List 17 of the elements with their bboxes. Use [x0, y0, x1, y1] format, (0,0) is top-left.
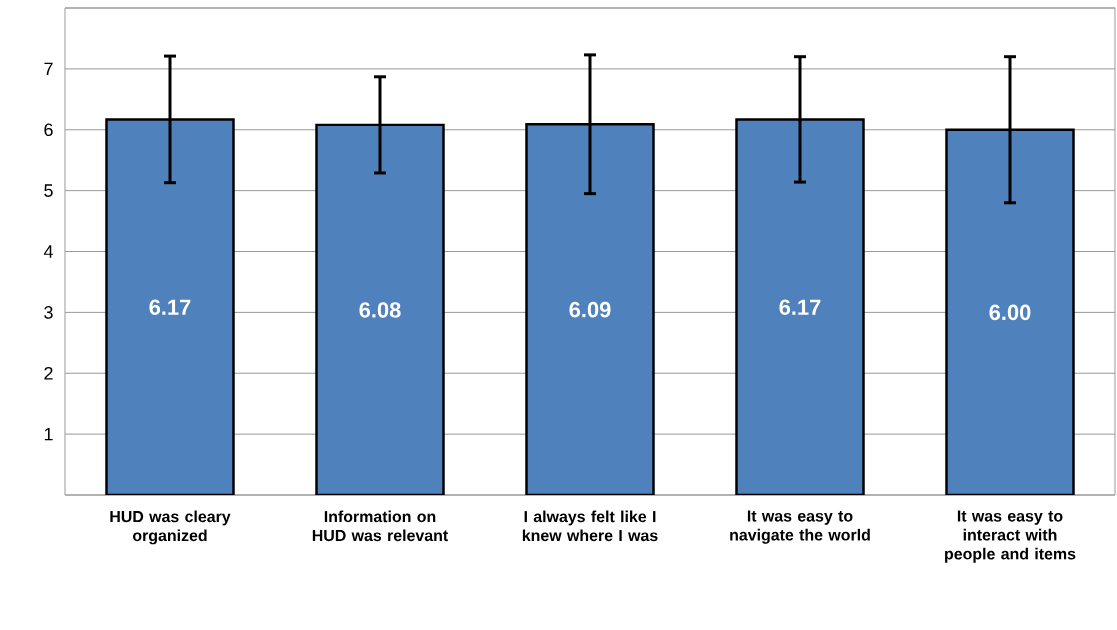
x-tick-label: I always felt like I knew where I was — [522, 510, 658, 542]
x-tick-label: It was easy to interact with people and items — [945, 510, 1076, 563]
y-tick-label: 5 — [44, 184, 53, 197]
y-tick-label: 7 — [44, 62, 53, 76]
data-label: 6.00 — [989, 304, 1031, 321]
y-tick-label: 2 — [44, 366, 53, 380]
x-tick-label: It was easy to navigate the world — [730, 510, 870, 544]
data-label: 6.08 — [359, 302, 401, 318]
data-label: 6.17 — [149, 299, 191, 315]
x-tick-label: Information on HUD was relevant — [312, 510, 448, 542]
y-tick-label: 3 — [44, 306, 53, 319]
y-tick-label: 1 — [44, 427, 53, 441]
data-label: 6.09 — [569, 301, 611, 318]
y-tick-label: 4 — [43, 245, 53, 258]
data-label: 6.17 — [779, 299, 821, 315]
x-tick-label: HUD was cleary organized — [110, 510, 231, 545]
y-tick-label: 6 — [44, 123, 53, 137]
